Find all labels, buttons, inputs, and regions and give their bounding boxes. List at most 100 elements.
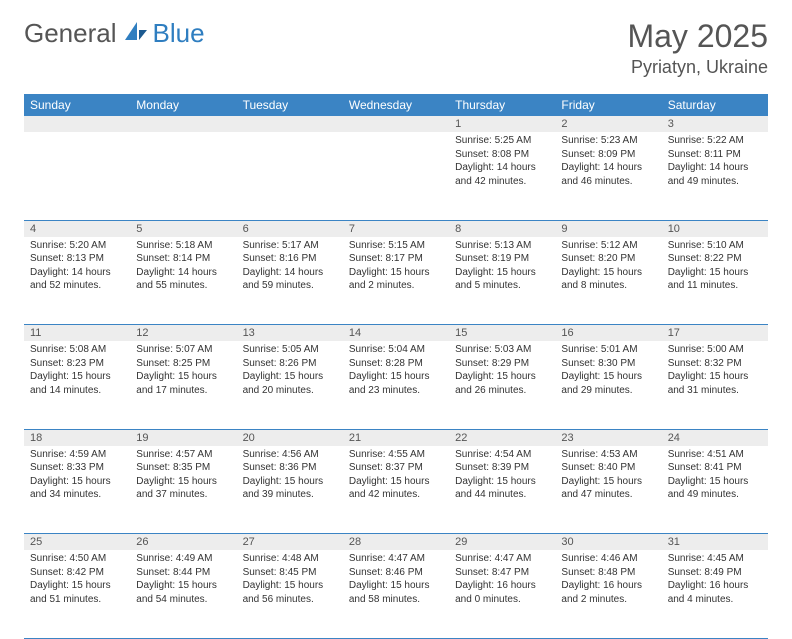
day-cell: Sunrise: 5:08 AMSunset: 8:23 PMDaylight:… [24, 341, 130, 429]
day-number-cell: 27 [237, 534, 343, 551]
day-cell: Sunrise: 5:01 AMSunset: 8:30 PMDaylight:… [555, 341, 661, 429]
day-cell: Sunrise: 5:07 AMSunset: 8:25 PMDaylight:… [130, 341, 236, 429]
day-cell-body: Sunrise: 5:15 AMSunset: 8:17 PMDaylight:… [343, 237, 449, 297]
day-number-row: 18192021222324 [24, 429, 768, 446]
day-cell-body: Sunrise: 5:01 AMSunset: 8:30 PMDaylight:… [555, 341, 661, 401]
week-row: Sunrise: 5:08 AMSunset: 8:23 PMDaylight:… [24, 341, 768, 429]
day-cell-body: Sunrise: 5:20 AMSunset: 8:13 PMDaylight:… [24, 237, 130, 297]
day-cell: Sunrise: 5:10 AMSunset: 8:22 PMDaylight:… [662, 237, 768, 325]
day-cell: Sunrise: 4:46 AMSunset: 8:48 PMDaylight:… [555, 550, 661, 638]
day-cell: Sunrise: 5:18 AMSunset: 8:14 PMDaylight:… [130, 237, 236, 325]
day-number-cell: 5 [130, 220, 236, 237]
day-number-cell: 16 [555, 325, 661, 342]
day-cell: Sunrise: 4:59 AMSunset: 8:33 PMDaylight:… [24, 446, 130, 534]
day-cell: Sunrise: 4:55 AMSunset: 8:37 PMDaylight:… [343, 446, 449, 534]
day-number-cell: 9 [555, 220, 661, 237]
day-cell: Sunrise: 4:50 AMSunset: 8:42 PMDaylight:… [24, 550, 130, 638]
day-cell-body: Sunrise: 4:50 AMSunset: 8:42 PMDaylight:… [24, 550, 130, 610]
day-number-cell: 18 [24, 429, 130, 446]
day-number-cell: 6 [237, 220, 343, 237]
day-number-cell: 29 [449, 534, 555, 551]
day-number-row: 45678910 [24, 220, 768, 237]
day-number-cell: 24 [662, 429, 768, 446]
day-cell-body: Sunrise: 5:18 AMSunset: 8:14 PMDaylight:… [130, 237, 236, 297]
day-number-cell: 15 [449, 325, 555, 342]
day-number-cell: 14 [343, 325, 449, 342]
week-row: Sunrise: 5:20 AMSunset: 8:13 PMDaylight:… [24, 237, 768, 325]
day-cell: Sunrise: 4:47 AMSunset: 8:46 PMDaylight:… [343, 550, 449, 638]
day-cell: Sunrise: 4:56 AMSunset: 8:36 PMDaylight:… [237, 446, 343, 534]
day-header: Monday [130, 94, 236, 116]
day-cell: Sunrise: 5:04 AMSunset: 8:28 PMDaylight:… [343, 341, 449, 429]
week-row: Sunrise: 5:25 AMSunset: 8:08 PMDaylight:… [24, 132, 768, 220]
brand-logo: General Blue [24, 18, 205, 49]
day-header-row: SundayMondayTuesdayWednesdayThursdayFrid… [24, 94, 768, 116]
day-cell: Sunrise: 4:51 AMSunset: 8:41 PMDaylight:… [662, 446, 768, 534]
day-number-cell: 1 [449, 116, 555, 132]
week-row: Sunrise: 4:59 AMSunset: 8:33 PMDaylight:… [24, 446, 768, 534]
day-cell-body: Sunrise: 4:56 AMSunset: 8:36 PMDaylight:… [237, 446, 343, 506]
day-cell-body: Sunrise: 4:59 AMSunset: 8:33 PMDaylight:… [24, 446, 130, 506]
day-cell-body: Sunrise: 4:53 AMSunset: 8:40 PMDaylight:… [555, 446, 661, 506]
day-header: Friday [555, 94, 661, 116]
day-cell: Sunrise: 5:03 AMSunset: 8:29 PMDaylight:… [449, 341, 555, 429]
day-cell: Sunrise: 5:25 AMSunset: 8:08 PMDaylight:… [449, 132, 555, 220]
day-cell: Sunrise: 5:00 AMSunset: 8:32 PMDaylight:… [662, 341, 768, 429]
day-cell-body: Sunrise: 4:51 AMSunset: 8:41 PMDaylight:… [662, 446, 768, 506]
day-number-cell: 30 [555, 534, 661, 551]
day-cell [24, 132, 130, 220]
day-cell-body: Sunrise: 5:04 AMSunset: 8:28 PMDaylight:… [343, 341, 449, 401]
day-number-cell: 10 [662, 220, 768, 237]
day-cell-body: Sunrise: 4:55 AMSunset: 8:37 PMDaylight:… [343, 446, 449, 506]
day-number-cell [24, 116, 130, 132]
day-cell-body: Sunrise: 4:46 AMSunset: 8:48 PMDaylight:… [555, 550, 661, 610]
day-number-cell: 7 [343, 220, 449, 237]
day-cell-body: Sunrise: 5:23 AMSunset: 8:09 PMDaylight:… [555, 132, 661, 192]
day-cell-body: Sunrise: 5:07 AMSunset: 8:25 PMDaylight:… [130, 341, 236, 401]
day-cell: Sunrise: 5:23 AMSunset: 8:09 PMDaylight:… [555, 132, 661, 220]
day-header: Thursday [449, 94, 555, 116]
day-number-cell: 22 [449, 429, 555, 446]
day-cell: Sunrise: 4:54 AMSunset: 8:39 PMDaylight:… [449, 446, 555, 534]
header: General Blue May 2025 Pyriatyn, Ukraine [24, 18, 768, 78]
day-number-cell: 28 [343, 534, 449, 551]
day-cell: Sunrise: 4:57 AMSunset: 8:35 PMDaylight:… [130, 446, 236, 534]
sail-icon [123, 20, 149, 47]
day-cell-body: Sunrise: 4:49 AMSunset: 8:44 PMDaylight:… [130, 550, 236, 610]
calendar-body: 123Sunrise: 5:25 AMSunset: 8:08 PMDaylig… [24, 116, 768, 638]
day-cell-body: Sunrise: 5:12 AMSunset: 8:20 PMDaylight:… [555, 237, 661, 297]
day-number-cell: 25 [24, 534, 130, 551]
day-number-row: 123 [24, 116, 768, 132]
day-cell-body: Sunrise: 5:13 AMSunset: 8:19 PMDaylight:… [449, 237, 555, 297]
day-number-row: 11121314151617 [24, 325, 768, 342]
day-cell: Sunrise: 5:15 AMSunset: 8:17 PMDaylight:… [343, 237, 449, 325]
day-cell: Sunrise: 4:53 AMSunset: 8:40 PMDaylight:… [555, 446, 661, 534]
day-cell-body: Sunrise: 5:05 AMSunset: 8:26 PMDaylight:… [237, 341, 343, 401]
title-block: May 2025 Pyriatyn, Ukraine [627, 18, 768, 78]
day-number-cell: 31 [662, 534, 768, 551]
day-cell: Sunrise: 5:20 AMSunset: 8:13 PMDaylight:… [24, 237, 130, 325]
day-number-cell: 23 [555, 429, 661, 446]
day-number-cell: 17 [662, 325, 768, 342]
day-cell: Sunrise: 5:13 AMSunset: 8:19 PMDaylight:… [449, 237, 555, 325]
calendar-table: SundayMondayTuesdayWednesdayThursdayFrid… [24, 94, 768, 639]
day-cell-body: Sunrise: 4:47 AMSunset: 8:46 PMDaylight:… [343, 550, 449, 610]
day-cell-body: Sunrise: 4:45 AMSunset: 8:49 PMDaylight:… [662, 550, 768, 610]
day-cell [343, 132, 449, 220]
day-number-cell: 20 [237, 429, 343, 446]
day-cell-body: Sunrise: 5:17 AMSunset: 8:16 PMDaylight:… [237, 237, 343, 297]
day-cell: Sunrise: 5:17 AMSunset: 8:16 PMDaylight:… [237, 237, 343, 325]
day-number-cell: 4 [24, 220, 130, 237]
location-label: Pyriatyn, Ukraine [627, 57, 768, 78]
day-header: Sunday [24, 94, 130, 116]
day-header: Tuesday [237, 94, 343, 116]
day-number-cell: 3 [662, 116, 768, 132]
day-cell: Sunrise: 5:22 AMSunset: 8:11 PMDaylight:… [662, 132, 768, 220]
day-cell-body: Sunrise: 5:22 AMSunset: 8:11 PMDaylight:… [662, 132, 768, 192]
day-cell-body: Sunrise: 5:03 AMSunset: 8:29 PMDaylight:… [449, 341, 555, 401]
day-cell-body: Sunrise: 4:48 AMSunset: 8:45 PMDaylight:… [237, 550, 343, 610]
day-cell-body: Sunrise: 4:54 AMSunset: 8:39 PMDaylight:… [449, 446, 555, 506]
day-cell-body: Sunrise: 5:10 AMSunset: 8:22 PMDaylight:… [662, 237, 768, 297]
day-number-row: 25262728293031 [24, 534, 768, 551]
day-cell [130, 132, 236, 220]
